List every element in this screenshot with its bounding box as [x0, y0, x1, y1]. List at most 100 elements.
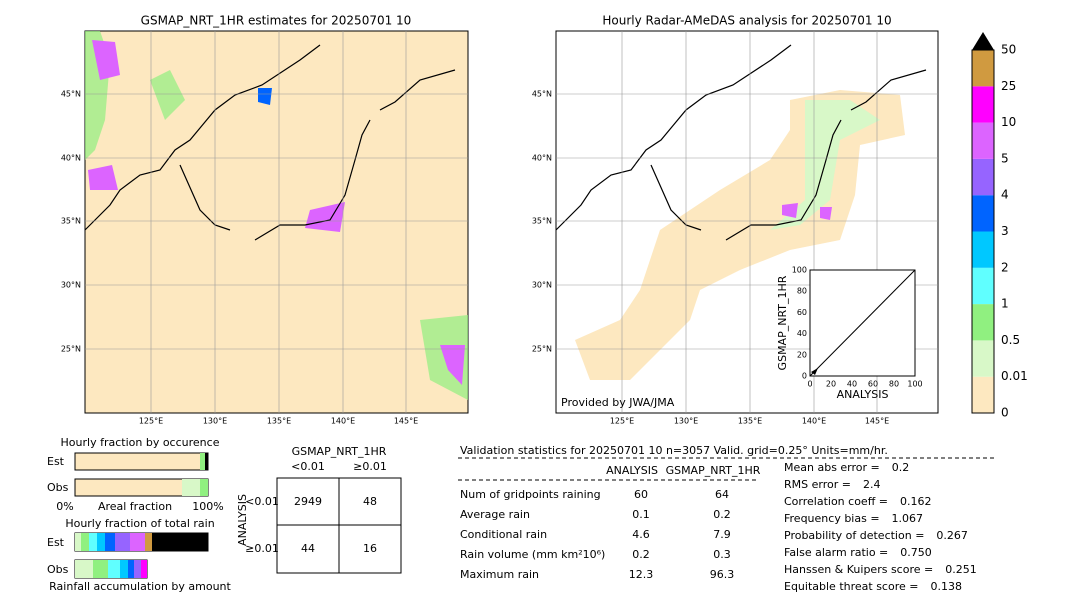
colorbar-label: 50 — [1001, 43, 1016, 57]
lat-label: 25°N — [61, 345, 81, 354]
colorbar-label: 25 — [1001, 79, 1016, 93]
cell: 96.3 — [710, 568, 735, 581]
label: Hourly fraction of total rain — [65, 517, 214, 530]
cell: 64 — [715, 488, 729, 501]
label: ≥0.01 — [245, 542, 279, 555]
colorbar-label: 10 — [1001, 115, 1016, 129]
row-label: Maximum rain — [460, 568, 539, 581]
score-value: 0.251 — [945, 563, 977, 576]
colorbar-segment — [972, 86, 994, 123]
colorbar-label: 3 — [1001, 224, 1009, 238]
credit: Provided by JWA/JMA — [561, 396, 675, 409]
cell: 12.3 — [629, 568, 654, 581]
colorbar-segment — [972, 158, 994, 196]
contingency-table — [276, 477, 402, 574]
score-label: Probability of detection = — [784, 529, 924, 542]
y-tick-label: 80 — [797, 287, 807, 296]
score-label: RMS error = — [784, 478, 851, 491]
lon-label: 135°E — [267, 417, 291, 426]
cell: 2949 — [294, 495, 322, 508]
cell: 0.3 — [713, 548, 731, 561]
colorbar-segment — [972, 195, 994, 232]
label: Obs — [47, 563, 69, 576]
lat-label: 25°N — [532, 345, 552, 354]
colorbar-segment — [972, 122, 994, 159]
cell: 0.2 — [713, 508, 731, 521]
score-value: 0.750 — [900, 546, 932, 559]
x-tick-label: 60 — [868, 380, 878, 389]
y-axis-label: GSMAP_NRT_1HR — [776, 275, 789, 370]
score-label: Equitable threat score = — [784, 580, 918, 593]
lon-label: 140°E — [802, 417, 826, 426]
label: 100% — [192, 500, 223, 513]
label: Est — [47, 455, 65, 468]
cell: 0.1 — [632, 508, 650, 521]
score-value: 1.067 — [892, 512, 924, 525]
cell: 4.6 — [632, 528, 650, 541]
y-tick-label: 60 — [797, 308, 807, 317]
right-map — [555, 30, 939, 414]
label: ≥0.01 — [353, 460, 387, 473]
cell: 16 — [363, 542, 377, 555]
colorbar-segment — [972, 231, 994, 268]
lat-label: 30°N — [532, 281, 552, 290]
cell: 44 — [301, 542, 315, 555]
lon-label: 130°E — [203, 417, 227, 426]
label: Est — [47, 536, 65, 549]
row-label: Average rain — [460, 508, 530, 521]
colorbar-extend — [972, 32, 994, 50]
colorbar-label: 2 — [1001, 260, 1009, 274]
x-tick-label: 80 — [889, 380, 899, 389]
x-tick-label: 0 — [807, 380, 812, 389]
lat-label: 35°N — [61, 217, 81, 226]
lat-label: 35°N — [532, 217, 552, 226]
lon-label: 140°E — [331, 417, 355, 426]
score-label: False alarm ratio = — [784, 546, 888, 559]
cell: 60 — [634, 488, 648, 501]
colorbar-label: 5 — [1001, 151, 1009, 165]
row-label: Num of gridpoints raining — [460, 488, 601, 501]
x-tick-label: 20 — [826, 380, 836, 389]
map-title: GSMAP_NRT_1HR estimates for 20250701 10 — [141, 14, 412, 28]
colorbar-segment — [972, 340, 994, 377]
colorbar-label: 1 — [1001, 297, 1009, 311]
fraction-bars — [74, 452, 209, 579]
y-tick-label: 40 — [797, 329, 807, 338]
colorbar-segment — [972, 267, 994, 305]
scatter-inset — [809, 269, 916, 377]
score-label: Hanssen & Kuipers score = — [784, 563, 933, 576]
lon-label: 145°E — [865, 417, 889, 426]
colorbar-segment — [972, 304, 994, 341]
colorbar-label: 0 — [1001, 406, 1009, 420]
label: 0% — [56, 500, 73, 513]
score-value: 0.138 — [930, 580, 962, 593]
lat-label: 40°N — [61, 154, 81, 163]
score-value: 0.267 — [936, 529, 968, 542]
lat-label: 40°N — [532, 154, 552, 163]
colorbar-segment — [972, 50, 994, 87]
colorbar-frame — [971, 49, 995, 414]
row-label: Conditional rain — [460, 528, 547, 541]
lon-label: 130°E — [674, 417, 698, 426]
cell: 7.9 — [713, 528, 731, 541]
lat-label: 30°N — [61, 281, 81, 290]
colorbar-segment — [972, 376, 994, 413]
lon-label: 145°E — [394, 417, 418, 426]
x-tick-label: 100 — [907, 380, 922, 389]
colorbar-label: 0.5 — [1001, 333, 1020, 347]
colorbar-label: 0.01 — [1001, 369, 1028, 383]
map-title: Hourly Radar-AMeDAS analysis for 2025070… — [602, 14, 891, 28]
y-tick-label: 20 — [797, 350, 807, 359]
score-label: Mean abs error = — [784, 461, 880, 474]
lon-label: 135°E — [738, 417, 762, 426]
label: Obs — [47, 481, 69, 494]
label: Rainfall accumulation by amount — [49, 580, 231, 593]
column-header: GSMAP_NRT_1HR — [666, 464, 761, 477]
row-label: Rain volume (mm km²10⁶) — [460, 548, 605, 561]
score-label: Correlation coeff = — [784, 495, 888, 508]
label: <0.01 — [291, 460, 325, 473]
score-label: Frequency bias = — [784, 512, 880, 525]
left-map — [84, 30, 469, 414]
y-tick-label: 100 — [792, 266, 807, 275]
